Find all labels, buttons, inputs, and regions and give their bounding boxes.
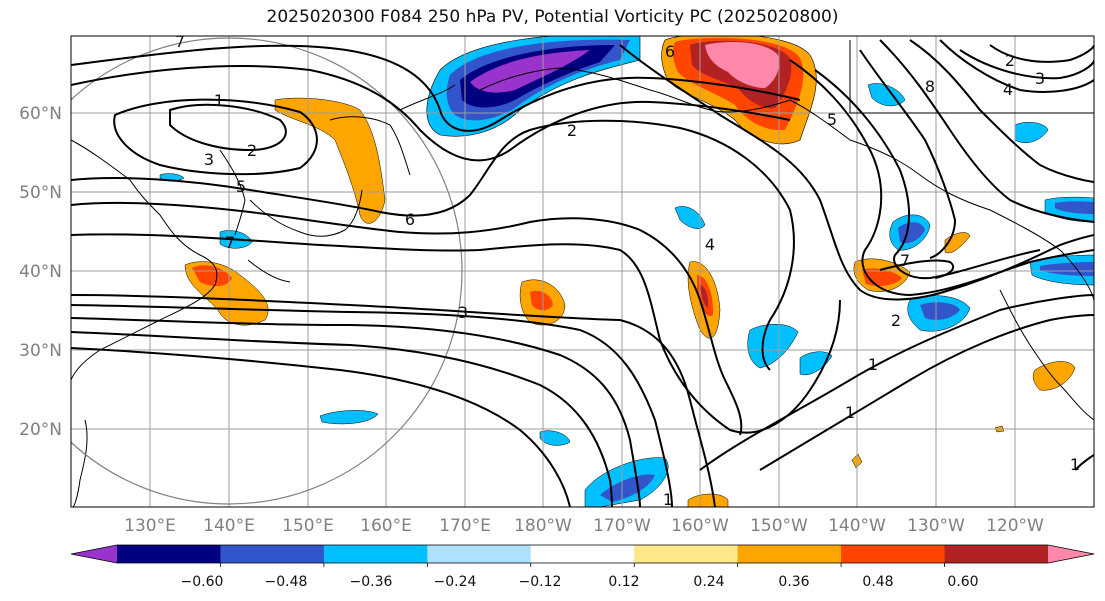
contour-label: 2 xyxy=(1005,51,1015,70)
pv-positive-region xyxy=(705,42,780,88)
contour-label: 1 xyxy=(663,490,673,509)
colorbar-swatch xyxy=(737,545,842,563)
contour-label: 4 xyxy=(1003,80,1013,99)
pv-positive-region xyxy=(700,285,709,308)
lat-label-20n: 20°N xyxy=(19,420,62,440)
contour-label: 1 xyxy=(1070,455,1080,474)
lon-label: 160°E xyxy=(360,516,412,536)
contour-label: 6 xyxy=(665,42,675,61)
colorbar-tick-labels: −0.60 −0.48 −0.36 −0.24 −0.12 0.12 0.24 … xyxy=(181,574,979,590)
colorbar-swatch xyxy=(427,545,532,563)
pv-negative-region xyxy=(799,351,833,376)
colorbar-extend-high xyxy=(1048,545,1094,563)
colorbar-tick-label: −0.48 xyxy=(265,574,308,590)
coastlines xyxy=(71,40,1094,507)
pv-negative-region xyxy=(920,302,960,320)
pv-positive-region xyxy=(530,290,553,311)
lon-label: 160°W xyxy=(671,516,729,536)
contour-label: 2 xyxy=(567,121,577,140)
colorbar-swatch xyxy=(841,545,946,563)
map-border xyxy=(70,35,1095,508)
contour-label: 7 xyxy=(900,251,910,270)
latitude-axis: 60°N 50°N 40°N 30°N 20°N xyxy=(19,104,62,440)
pv-negative-region xyxy=(674,206,706,229)
pv-positive-region xyxy=(192,265,232,287)
colorbar-swatch xyxy=(530,545,635,563)
lon-label: 130°W xyxy=(907,516,965,536)
lat-label-50n: 50°N xyxy=(19,183,62,203)
pv-negative-region xyxy=(600,474,655,502)
graticule xyxy=(71,36,1094,507)
contour-label: 1 xyxy=(214,91,224,110)
lat-label-40n: 40°N xyxy=(19,262,62,282)
pv-negative-region xyxy=(747,324,799,369)
colorbar-tick-label: 0.24 xyxy=(693,574,724,590)
colorbar-tick-label: −0.12 xyxy=(519,574,562,590)
lon-label: 150°E xyxy=(282,516,334,536)
contour-label: 7 xyxy=(225,233,235,252)
pv-negative-region xyxy=(470,50,590,93)
colorbar-tick-label: −0.60 xyxy=(181,574,224,590)
colorbar-tick-label: 0.48 xyxy=(862,574,893,590)
lon-label: 150°W xyxy=(750,516,808,536)
contour-label: 1 xyxy=(868,355,878,374)
contour-label: 5 xyxy=(236,177,246,196)
colorbar-swatch xyxy=(634,545,739,563)
contour-label: 1 xyxy=(845,403,855,422)
lon-label: 180°W xyxy=(514,516,572,536)
lon-label: 170°E xyxy=(439,516,491,536)
colorbar-swatch xyxy=(944,545,1049,563)
height-contours xyxy=(71,39,1094,507)
lon-label: 130°E xyxy=(124,516,176,536)
colorbar-swatch xyxy=(220,545,325,563)
contour-label: 3 xyxy=(458,303,468,322)
contour-label: 5 xyxy=(827,110,837,129)
pv-negative-region xyxy=(1014,122,1049,143)
contour-label: 2 xyxy=(247,141,257,160)
contour-label: 7 xyxy=(175,32,185,51)
contour-label: 6 xyxy=(405,210,415,229)
colorbar-extend-low xyxy=(71,545,117,563)
pv-negative-region xyxy=(539,430,571,446)
contour-label: 2 xyxy=(891,311,901,330)
colorbar-tick-label: −0.36 xyxy=(350,574,393,590)
pv-negative-region xyxy=(1040,262,1094,276)
pv-positive-region xyxy=(687,493,729,507)
contour-label: 8 xyxy=(925,77,935,96)
contour-labels: 7 1 2 3 5 6 7 3 2 2 6 5 4 3 8 4 7 2 1 1 … xyxy=(175,32,1080,509)
pv-positive-region xyxy=(1032,361,1076,391)
lon-label: 140°E xyxy=(203,516,255,536)
contour-label: 4 xyxy=(705,235,715,254)
lon-label: 170°W xyxy=(593,516,651,536)
contour-label: 3 xyxy=(1035,69,1045,88)
contour-label: 3 xyxy=(204,150,214,169)
colorbar-tick-label: 0.60 xyxy=(947,574,978,590)
colorbar-tick-label: 0.12 xyxy=(608,574,639,590)
colorbar xyxy=(70,544,1095,567)
colorbar-tick-label: 0.36 xyxy=(778,574,809,590)
colorbar-swatch xyxy=(323,545,428,563)
map-title: 2025020300 F084 250 hPa PV, Potential Vo… xyxy=(266,7,839,27)
colorbar-tick-label: −0.24 xyxy=(434,574,477,590)
lat-label-30n: 30°N xyxy=(19,341,62,361)
colorbar-outline xyxy=(70,544,1095,564)
pv-negative-region xyxy=(1055,201,1094,214)
range-ring xyxy=(71,37,463,505)
lat-label-60n: 60°N xyxy=(19,104,62,124)
longitude-axis: 130°E 140°E 150°E 160°E 170°E 180°W 170°… xyxy=(124,516,1044,536)
colorbar-swatch xyxy=(117,545,221,563)
pv-negative-region xyxy=(319,410,379,425)
lon-label: 140°W xyxy=(828,516,886,536)
lon-label: 120°W xyxy=(986,516,1044,536)
